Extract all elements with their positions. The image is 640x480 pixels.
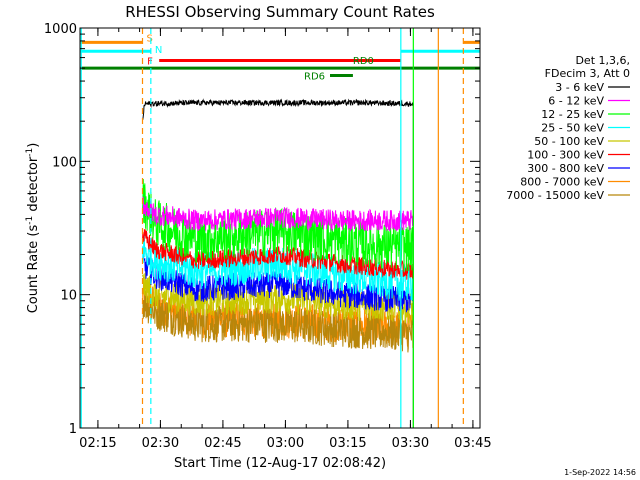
plot-frame (79, 27, 481, 429)
y-axis-label-mid: detector (26, 156, 41, 216)
y-tick-label-100: 100 (52, 155, 77, 170)
y-axis-label: Count Rate (s-1 detector-1) (25, 143, 41, 314)
legend-header-line-2: FDecim 3, Att 0 (545, 67, 630, 80)
y-axis-label-end: ) (26, 143, 41, 148)
x-tick-label-03-45: 03:45 (454, 436, 491, 451)
chart-title: RHESSI Observing Summary Count Rates (125, 3, 435, 21)
legend-label-6-12-kev: 6 - 12 keV (548, 95, 604, 108)
y-axis-label-sup2: -1 (25, 148, 35, 157)
flag-label-s: S (147, 33, 153, 44)
y-tick-label-1000: 1000 (44, 22, 77, 37)
flag-label-f: F (147, 57, 153, 68)
flag-label-rd0: RD0 (353, 56, 374, 67)
x-tick-label-03-15: 03:15 (329, 436, 366, 451)
y-tick-label-10: 10 (60, 289, 77, 304)
x-tick-label-02-45: 02:45 (204, 436, 241, 451)
timestamp: 1-Sep-2022 14:56 (564, 468, 636, 477)
legend-label-3-6-kev: 3 - 6 keV (555, 81, 604, 94)
y-axis-label-main: Count Rate (s (26, 225, 41, 314)
series-line-6-12-kev (142, 196, 414, 232)
flag-label-n: N (155, 45, 162, 56)
legend-label-800-7000-kev: 800 - 7000 keV (520, 176, 604, 189)
x-tick-label-03-30: 03:30 (392, 436, 429, 451)
series-line-300-800-kev (142, 251, 414, 313)
y-tick-label-1: 1 (69, 422, 77, 437)
legend-label-50-100-kev: 50 - 100 keV (534, 135, 604, 148)
legend-label-25-50-kev: 25 - 50 keV (541, 122, 604, 135)
y-axis-label-sup1: -1 (25, 216, 35, 225)
x-axis-label: Start Time (12-Aug-17 02:08:42) (174, 456, 386, 471)
x-tick-label-02-15: 02:15 (79, 436, 116, 451)
legend-label-100-300-kev: 100 - 300 keV (527, 149, 604, 162)
legend-label-12-25-kev: 12 - 25 keV (541, 108, 604, 121)
flag-label-rd6: RD6 (304, 72, 325, 83)
series-line-3-6-kev (142, 98, 414, 428)
series-line-7000-15000-kev (142, 290, 414, 353)
legend-label-7000-15000-kev: 7000 - 15000 keV (506, 189, 604, 202)
legend-header-line-1: Det 1,3,6, (575, 54, 630, 67)
x-tick-label-03-00: 03:00 (267, 436, 304, 451)
legend-label-300-800-kev: 300 - 800 keV (527, 162, 604, 175)
x-tick-label-02-30: 02:30 (142, 436, 179, 451)
